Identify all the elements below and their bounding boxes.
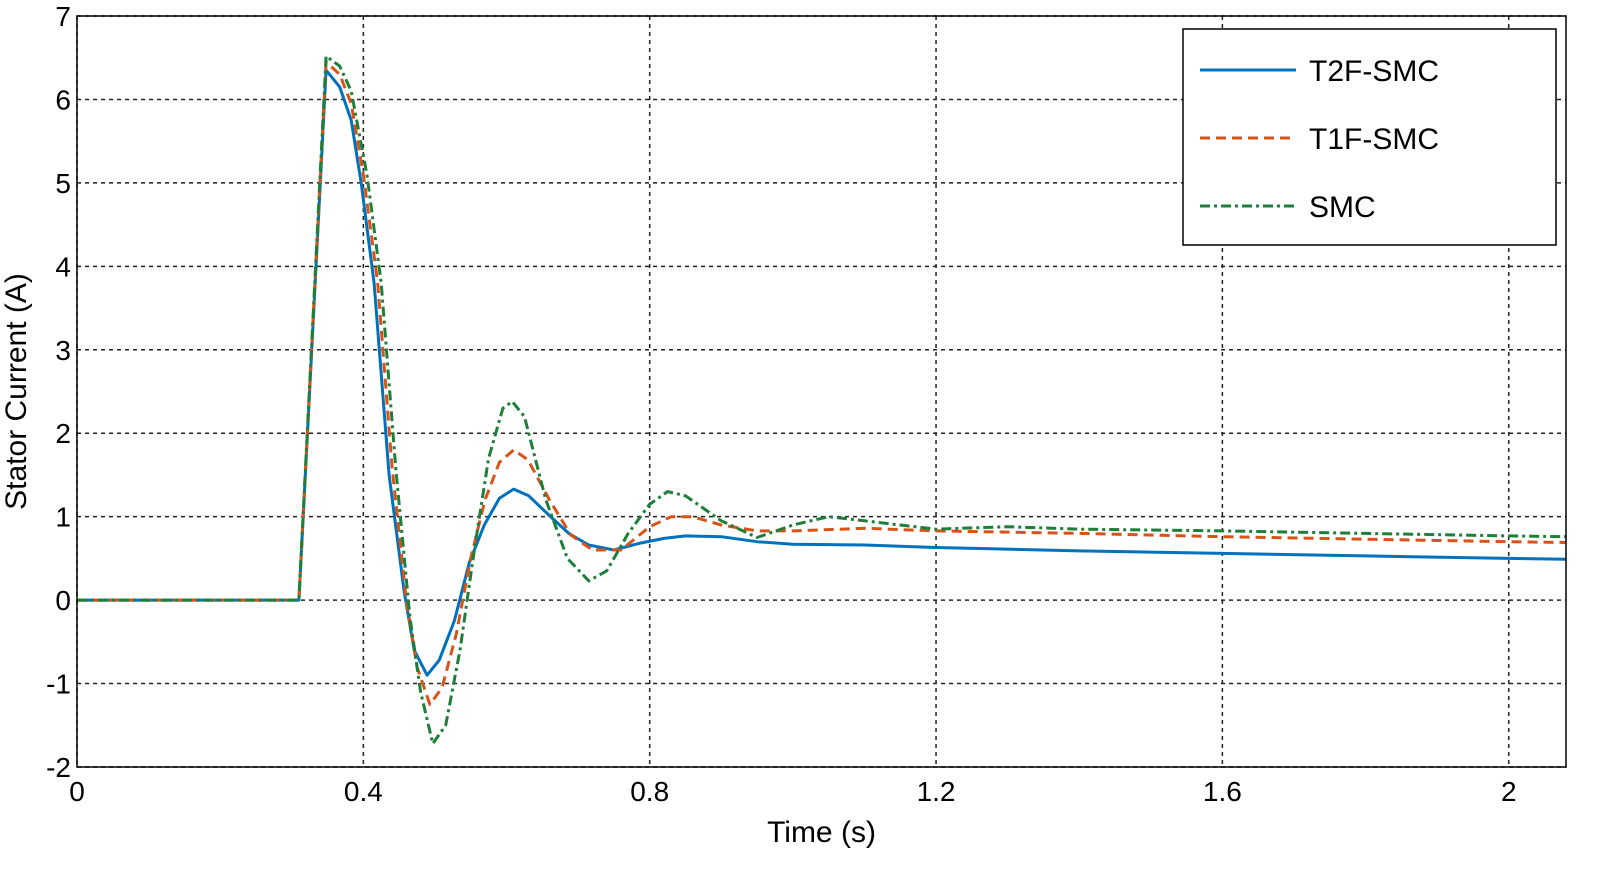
legend-label: SMC bbox=[1309, 191, 1376, 224]
y-tick-label: 5 bbox=[55, 168, 71, 199]
plot-frame bbox=[76, 15, 1567, 768]
tick-labels: 0 0.4 0.8 1.2 1.6 2 -2 -1 0 1 2 3 4 5 6 7 bbox=[46, 1, 1516, 807]
x-tick-label: 0.4 bbox=[344, 776, 383, 807]
legend-label: T2F-SMC bbox=[1309, 55, 1439, 88]
x-axis-label: Time (s) bbox=[767, 816, 876, 849]
series-line-t2f-smc bbox=[77, 68, 1567, 677]
legend-box bbox=[1182, 28, 1557, 246]
x-tick-label: 2 bbox=[1501, 776, 1517, 807]
x-tick-label: 1.6 bbox=[1203, 776, 1242, 807]
y-tick-label: 7 bbox=[55, 1, 71, 32]
series-line-t1f-smc bbox=[77, 60, 1567, 706]
y-tick-label: 4 bbox=[55, 251, 71, 282]
y-tick-label: 6 bbox=[55, 84, 71, 115]
y-tick-label: 0 bbox=[55, 585, 71, 616]
x-tick-label: 0.8 bbox=[630, 776, 669, 807]
x-tick-label: 1.2 bbox=[917, 776, 956, 807]
series-lines bbox=[77, 54, 1567, 746]
legend: T2F-SMC T1F-SMC SMC bbox=[1182, 28, 1557, 246]
y-tick-label: -2 bbox=[46, 752, 71, 783]
y-tick-label: -1 bbox=[46, 669, 71, 700]
x-tick-label: 0 bbox=[69, 776, 85, 807]
legend-label: T1F-SMC bbox=[1309, 123, 1439, 156]
series-line-smc bbox=[77, 54, 1567, 746]
y-tick-label: 2 bbox=[55, 418, 71, 449]
y-tick-label: 1 bbox=[55, 502, 71, 533]
y-tick-label: 3 bbox=[55, 335, 71, 366]
y-axis-label: Stator Current (A) bbox=[0, 273, 33, 510]
